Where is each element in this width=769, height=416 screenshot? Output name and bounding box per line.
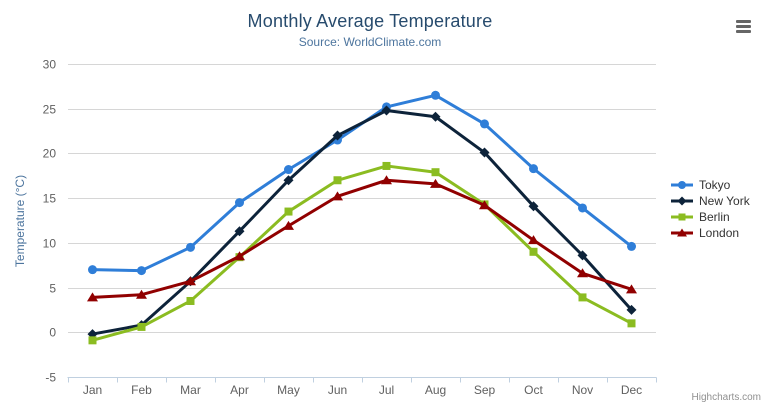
legend-label: New York xyxy=(699,194,750,208)
london-point-jan[interactable] xyxy=(87,292,98,302)
legend-marker-tokyo[interactable] xyxy=(678,181,686,189)
y-axis-label: 30 xyxy=(43,58,57,72)
london-point-oct[interactable] xyxy=(528,235,539,245)
legend-symbol-diamond xyxy=(671,196,693,206)
berlin-point-oct[interactable] xyxy=(529,247,538,256)
y-axis-label: 5 xyxy=(49,282,56,296)
x-axis-label: Oct xyxy=(524,383,543,397)
x-axis-label: Aug xyxy=(425,383,446,397)
y-axis-label: 15 xyxy=(43,192,57,206)
chart-subtitle: Source: WorldClimate.com xyxy=(298,35,442,49)
x-axis-label: Sep xyxy=(474,383,496,397)
london-point-sep[interactable] xyxy=(479,200,490,210)
tokyo-point-feb[interactable] xyxy=(137,266,146,276)
berlin-point-dec[interactable] xyxy=(627,319,636,328)
x-axis-label: Apr xyxy=(230,383,249,397)
legend-marker-new-york[interactable] xyxy=(677,196,687,206)
new-york-point-jul[interactable] xyxy=(381,105,392,116)
tokyo-point-oct[interactable] xyxy=(529,164,538,174)
x-axis-label: Jul xyxy=(379,383,394,397)
london-point-aug[interactable] xyxy=(430,178,441,188)
y-axis-label: -5 xyxy=(45,371,56,385)
legend-label: Tokyo xyxy=(699,178,731,192)
berlin-point-aug[interactable] xyxy=(431,168,440,177)
london-point-jun[interactable] xyxy=(332,191,343,201)
tokyo-point-aug[interactable] xyxy=(431,90,440,100)
x-axis-label: Dec xyxy=(621,383,642,397)
london-point-nov[interactable] xyxy=(577,268,588,278)
x-axis-label: Nov xyxy=(572,383,593,397)
legend-item-london[interactable]: London xyxy=(670,225,750,241)
series-london[interactable] xyxy=(87,175,637,302)
tokyo-point-mar[interactable] xyxy=(186,242,195,252)
new-york-point-nov[interactable] xyxy=(577,250,588,261)
new-york-point-dec[interactable] xyxy=(626,304,637,315)
new-york-point-apr[interactable] xyxy=(234,226,245,237)
series-tokyo[interactable] xyxy=(88,90,636,276)
series-line-berlin xyxy=(91,164,633,342)
hamburger-icon xyxy=(736,25,751,28)
berlin-point-jan[interactable] xyxy=(88,336,97,345)
legend-item-tokyo[interactable]: Tokyo xyxy=(670,177,750,193)
x-axis-label: Jan xyxy=(83,383,102,397)
tokyo-point-may[interactable] xyxy=(284,165,293,175)
tokyo-point-dec[interactable] xyxy=(627,241,636,251)
x-axis-label: Jun xyxy=(328,383,347,397)
new-york-point-aug[interactable] xyxy=(430,111,441,122)
new-york-point-jun[interactable] xyxy=(332,130,343,141)
legend-marker-london[interactable] xyxy=(677,228,687,237)
london-point-dec[interactable] xyxy=(626,284,637,294)
y-axis-label: 20 xyxy=(43,147,57,161)
y-axis-label: 10 xyxy=(43,237,57,251)
chart-context-menu-button[interactable] xyxy=(736,19,752,34)
x-axis-label: Feb xyxy=(131,383,152,397)
new-york-point-oct[interactable] xyxy=(528,201,539,212)
legend-symbol-circle xyxy=(671,181,693,189)
y-axis-title: Temperature (°C) xyxy=(13,174,27,268)
series-line-new-york xyxy=(91,109,633,336)
y-axis-label: 0 xyxy=(49,326,56,340)
hamburger-icon xyxy=(736,30,751,33)
tokyo-point-sep[interactable] xyxy=(480,119,489,129)
london-point-feb[interactable] xyxy=(136,289,147,299)
berlin-point-mar[interactable] xyxy=(186,296,195,305)
legend-label: Berlin xyxy=(699,210,730,224)
y-axis-label: 25 xyxy=(43,103,57,117)
legend-symbol-square xyxy=(671,213,693,221)
x-axis-label: May xyxy=(277,383,300,397)
x-axis-label: Mar xyxy=(180,383,201,397)
legend-item-new-york[interactable]: New York xyxy=(670,193,750,209)
london-point-mar[interactable] xyxy=(185,276,196,286)
tokyo-point-apr[interactable] xyxy=(235,198,244,208)
credits-link[interactable]: Highcharts.com xyxy=(691,392,761,403)
berlin-point-jun[interactable] xyxy=(333,176,342,185)
series-new-york[interactable] xyxy=(87,105,637,340)
legend-label: London xyxy=(699,226,740,240)
london-point-jul[interactable] xyxy=(381,175,392,185)
hamburger-icon xyxy=(736,20,751,23)
legend-marker-berlin[interactable] xyxy=(678,213,686,221)
legend: Tokyo New York Berlin London xyxy=(670,177,750,241)
berlin-point-jul[interactable] xyxy=(382,161,391,170)
berlin-point-feb[interactable] xyxy=(137,322,146,331)
chart-title: Monthly Average Temperature xyxy=(247,11,493,31)
legend-item-berlin[interactable]: Berlin xyxy=(670,209,750,225)
berlin-point-may[interactable] xyxy=(284,207,293,216)
new-york-point-sep[interactable] xyxy=(479,147,490,158)
london-point-may[interactable] xyxy=(283,220,294,230)
berlin-point-nov[interactable] xyxy=(578,293,587,302)
tokyo-point-nov[interactable] xyxy=(578,203,587,213)
new-york-point-may[interactable] xyxy=(283,175,294,186)
series-line-london xyxy=(91,178,633,299)
tokyo-point-jan[interactable] xyxy=(88,265,97,275)
legend-symbol-triangle xyxy=(671,228,693,237)
london-point-apr[interactable] xyxy=(234,251,245,261)
